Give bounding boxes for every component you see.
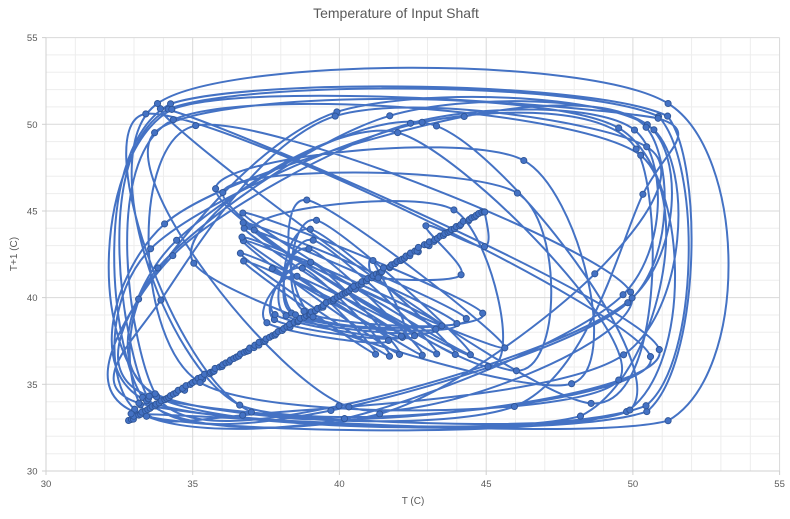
svg-text:55: 55 <box>27 33 38 44</box>
svg-text:45: 45 <box>27 207 38 218</box>
svg-text:30: 30 <box>27 467 38 478</box>
svg-text:30: 30 <box>41 479 52 490</box>
svg-text:T (C): T (C) <box>402 496 425 507</box>
svg-text:Temperature of Input Shaft: Temperature of Input Shaft <box>313 5 479 21</box>
svg-text:35: 35 <box>27 380 38 391</box>
svg-text:55: 55 <box>774 479 785 490</box>
svg-text:50: 50 <box>27 120 38 131</box>
svg-text:45: 45 <box>481 479 492 490</box>
svg-text:35: 35 <box>187 479 198 490</box>
svg-text:T+1 (C): T+1 (C) <box>9 237 20 271</box>
svg-text:50: 50 <box>628 479 639 490</box>
svg-text:40: 40 <box>334 479 345 490</box>
svg-text:40: 40 <box>27 293 38 304</box>
